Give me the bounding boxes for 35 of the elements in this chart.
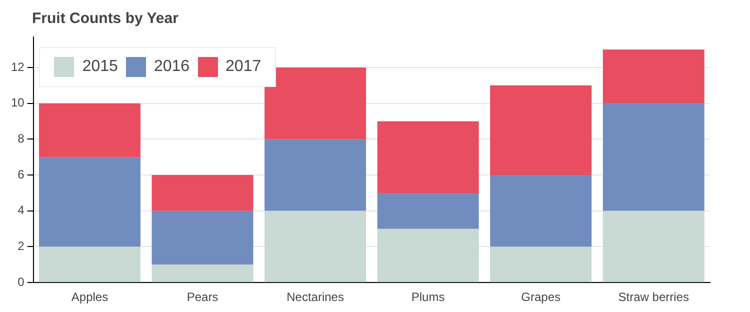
bar bbox=[38, 157, 140, 247]
bar bbox=[602, 103, 704, 211]
y-tick-label: 4 bbox=[18, 203, 25, 218]
x-tick-label: Apples bbox=[71, 290, 108, 304]
x-tick-label: Grapes bbox=[521, 290, 561, 304]
y-tick-label: 2 bbox=[18, 239, 25, 254]
bar bbox=[38, 103, 140, 158]
x-tick-label: Plums bbox=[411, 290, 445, 304]
y-tick-label: 10 bbox=[10, 96, 25, 110]
x-tick-label: Pears bbox=[186, 290, 218, 304]
bar bbox=[490, 85, 592, 176]
bar bbox=[377, 228, 479, 282]
bar bbox=[490, 246, 592, 282]
y-tick-label: 0 bbox=[18, 274, 25, 289]
bar bbox=[152, 210, 254, 265]
legend-label: 2016 bbox=[154, 58, 190, 76]
bar bbox=[264, 67, 366, 140]
bar bbox=[490, 175, 592, 247]
x-tick-label: Nectarines bbox=[286, 290, 344, 304]
bar bbox=[38, 246, 140, 282]
legend-label: 2015 bbox=[82, 58, 118, 76]
legend-label: 2017 bbox=[226, 58, 262, 76]
x-tick-label: Straw berries bbox=[618, 290, 689, 304]
y-tick-label: 6 bbox=[18, 167, 25, 182]
bar bbox=[602, 50, 704, 104]
bar bbox=[152, 175, 254, 211]
chart-title: Fruit Counts by Year bbox=[32, 10, 178, 27]
bar bbox=[152, 264, 254, 282]
bar bbox=[264, 139, 366, 211]
bar bbox=[377, 121, 479, 193]
bar bbox=[377, 192, 479, 229]
y-tick-label: 8 bbox=[18, 131, 25, 146]
bar bbox=[602, 210, 704, 282]
y-tick-label: 12 bbox=[10, 60, 25, 74]
bar bbox=[264, 210, 366, 282]
